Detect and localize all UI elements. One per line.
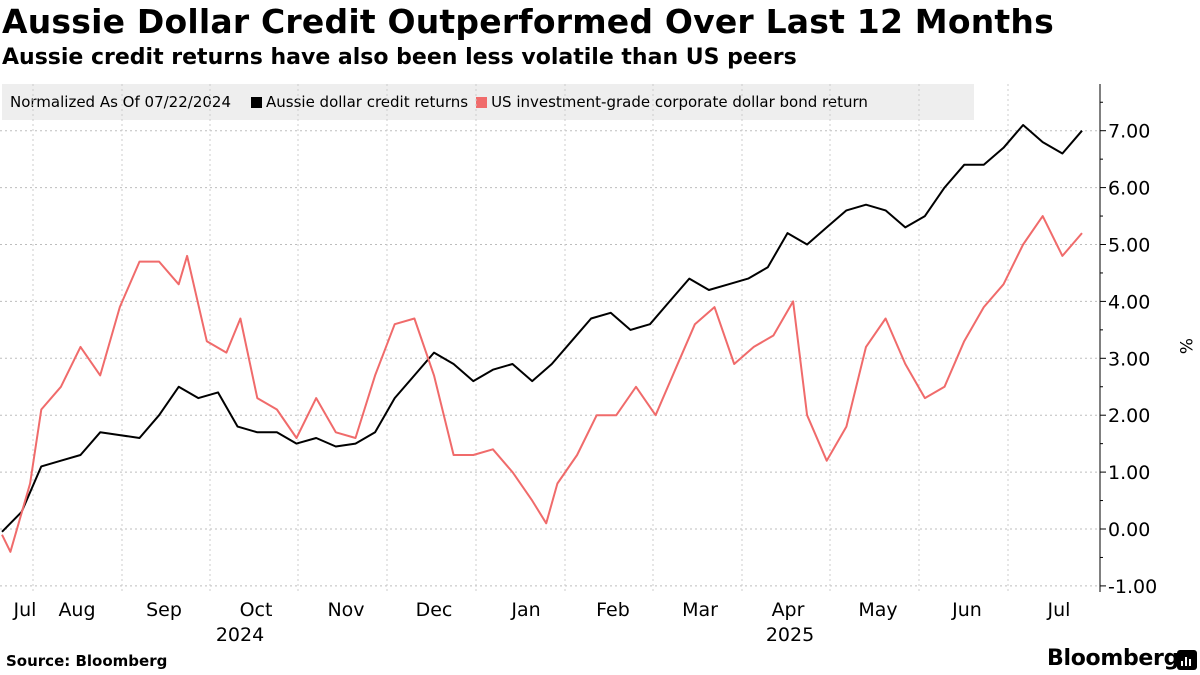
legend: Normalized As Of 07/22/2024 Aussie dolla…	[2, 84, 974, 120]
y-tick-label: 1.00	[1108, 462, 1150, 484]
y-tick-label: 2.00	[1108, 405, 1150, 427]
y-tick-label: 6.00	[1108, 178, 1150, 200]
y-tick-label: 7.00	[1108, 121, 1150, 143]
legend-item-aussie: Aussie dollar credit returns	[251, 93, 468, 111]
x-tick-label: Apr	[772, 599, 805, 621]
y-axis-label: %	[1175, 338, 1195, 354]
legend-swatch-aussie	[251, 96, 262, 108]
y-tick-label: 5.00	[1108, 235, 1150, 257]
source-note: Source: Bloomberg	[6, 652, 168, 670]
legend-item-us: US investment-grade corporate dollar bon…	[476, 93, 868, 111]
chart-title: Aussie Dollar Credit Outperformed Over L…	[2, 2, 1054, 41]
series-line-0	[1, 124, 1083, 533]
y-tick-label: -1.00	[1108, 576, 1157, 598]
x-tick-label: Dec	[416, 599, 453, 621]
y-tick-label: 0.00	[1108, 519, 1150, 541]
legend-label-us: US investment-grade corporate dollar bon…	[491, 93, 868, 111]
x-tick-label: Nov	[327, 599, 364, 621]
x-tick-label: Oct	[240, 599, 273, 621]
legend-note: Normalized As Of 07/22/2024	[10, 93, 231, 111]
y-tick-label: 4.00	[1108, 291, 1150, 313]
x-tick-label: Feb	[596, 599, 630, 621]
x-tick-label: Sep	[146, 599, 182, 621]
series-line-1	[1, 215, 1083, 553]
x-tick-label: Aug	[58, 599, 95, 621]
chart-subtitle: Aussie credit returns have also been les…	[2, 45, 797, 70]
legend-note-text: Normalized As Of 07/22/2024	[10, 93, 231, 111]
x-tick-label: Jan	[510, 599, 540, 621]
y-tick-label: 3.00	[1108, 348, 1150, 370]
x-year-label: 2024	[216, 624, 264, 646]
x-tick-label: Mar	[682, 599, 718, 621]
bloomberg-terminal-icon	[1177, 650, 1197, 670]
x-year-label: 2025	[766, 624, 814, 646]
x-tick-label: Jun	[951, 599, 982, 621]
brand-logo: Bloomberg	[1047, 646, 1180, 671]
legend-label-aussie: Aussie dollar credit returns	[266, 93, 469, 111]
x-tick-label: Jul	[1047, 599, 1071, 621]
x-tick-label: Jul	[13, 599, 37, 621]
legend-swatch-us	[476, 96, 488, 108]
x-tick-label: May	[858, 599, 897, 621]
